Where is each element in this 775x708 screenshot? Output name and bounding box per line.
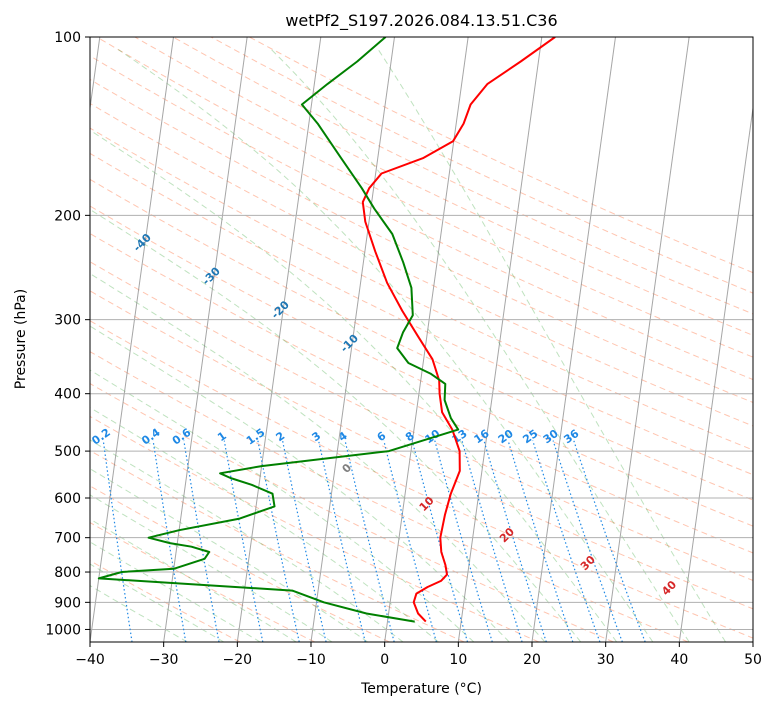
y-tick-label: 1000 xyxy=(45,622,81,638)
dry-adiabat-line xyxy=(90,415,540,642)
mixing-ratio-line xyxy=(257,440,300,642)
dry-adiabat-line xyxy=(90,521,315,642)
plot-area: 0.10.20.40.611.52346810131620253036-100-… xyxy=(90,37,753,642)
moist-adiabat-line xyxy=(118,49,654,642)
y-axis-ticks: 100 200 300 400 500 600 700 800 900 1000 xyxy=(45,30,90,638)
moist-adiabat-line xyxy=(90,273,546,642)
moist-adiabat-line xyxy=(271,49,690,642)
x-tick-label: −10 xyxy=(296,652,326,668)
y-tick-label: 300 xyxy=(54,313,81,329)
moist-adiabat-line xyxy=(90,325,510,642)
dry-adiabat-line xyxy=(90,232,753,554)
isotherm-line xyxy=(678,104,753,642)
mixing-ratio-lines xyxy=(102,440,646,642)
y-tick-label: 400 xyxy=(54,387,81,403)
y-tick-label: 700 xyxy=(54,531,81,547)
moist-adiabat-line xyxy=(90,585,188,642)
y-tick-label: 200 xyxy=(54,208,81,224)
dry-adiabat-line xyxy=(90,102,753,427)
y-tick-label: 900 xyxy=(54,595,81,611)
x-tick-label: −40 xyxy=(75,652,105,668)
y-tick-label: 600 xyxy=(54,491,81,507)
plot-frame xyxy=(89,36,754,643)
temperature-profile-line xyxy=(361,37,556,623)
moist-adiabat-line xyxy=(90,541,261,642)
moist-adiabat-line xyxy=(90,468,368,642)
moist-adiabat-line xyxy=(90,563,225,642)
isotherm-line xyxy=(310,37,395,642)
mixing-ratio-line xyxy=(183,440,220,642)
isotherm-line xyxy=(163,37,248,642)
dry-adiabat-line xyxy=(90,261,753,582)
mixing-ratio-line xyxy=(318,440,366,642)
isotherm-line xyxy=(457,37,543,642)
dry-adiabat-line xyxy=(90,205,753,527)
dry-adiabat-line xyxy=(172,37,753,315)
isotherm-line xyxy=(531,37,616,642)
y-tick-label: 800 xyxy=(54,565,81,581)
mixing-ratio-line xyxy=(282,440,327,642)
moist-adiabat-line xyxy=(90,518,297,642)
x-tick-label: 20 xyxy=(523,652,541,668)
x-axis-ticks: −40 −30 −20 −10 0 10 20 30 40 50 xyxy=(75,642,762,668)
sounding-series xyxy=(97,37,556,623)
dry-adiabat-line xyxy=(90,290,753,610)
y-tick-label: 100 xyxy=(54,30,81,46)
moist-adiabat-line xyxy=(90,369,475,642)
y-axis-title: Pressure (hPa) xyxy=(13,289,29,389)
mixing-ratio-line xyxy=(383,440,437,642)
mixing-ratio-line xyxy=(573,440,646,642)
chart-title: wetPf2_S197.2026.084.13.51.C36 xyxy=(285,11,557,31)
mixing-ratio-line xyxy=(102,440,133,642)
isotherms xyxy=(90,37,753,642)
dry-adiabat-line xyxy=(90,382,614,642)
isotherm-line xyxy=(90,37,174,642)
mixing-ratio-line xyxy=(461,440,523,642)
isotherm-line xyxy=(605,37,690,642)
dry-adiabat-line xyxy=(90,178,753,501)
x-tick-label: 10 xyxy=(449,652,467,668)
x-tick-label: 40 xyxy=(670,652,688,668)
mixing-ratio-line xyxy=(223,440,264,642)
x-tick-label: −30 xyxy=(149,652,179,668)
dewpoint-profile-line xyxy=(97,37,460,623)
moist-adiabat-line xyxy=(90,406,439,642)
isotherm-line xyxy=(236,37,322,642)
dry-adiabat-line xyxy=(90,485,390,642)
mixing-ratio-line xyxy=(152,440,187,642)
dry-adiabats xyxy=(90,37,753,642)
moist-adiabat-line xyxy=(377,49,727,642)
x-axis-title: Temperature (°C) xyxy=(360,681,482,697)
dry-adiabat-line xyxy=(90,127,753,451)
mixing-ratio-line xyxy=(434,440,493,642)
x-tick-label: 50 xyxy=(744,652,762,668)
x-tick-label: 30 xyxy=(597,652,615,668)
dry-adiabat-line xyxy=(90,55,753,381)
pressure-gridlines xyxy=(90,37,753,630)
mixing-ratio-line xyxy=(552,440,623,642)
dry-adiabat-line xyxy=(90,320,753,639)
y-tick-label: 500 xyxy=(54,444,81,460)
dry-adiabat-line xyxy=(210,37,753,294)
dry-adiabat-line xyxy=(90,450,465,642)
moist-adiabat-line xyxy=(90,439,404,642)
dry-adiabat-line xyxy=(96,37,753,358)
x-tick-label: −20 xyxy=(223,652,253,668)
x-tick-label: 0 xyxy=(380,652,389,668)
